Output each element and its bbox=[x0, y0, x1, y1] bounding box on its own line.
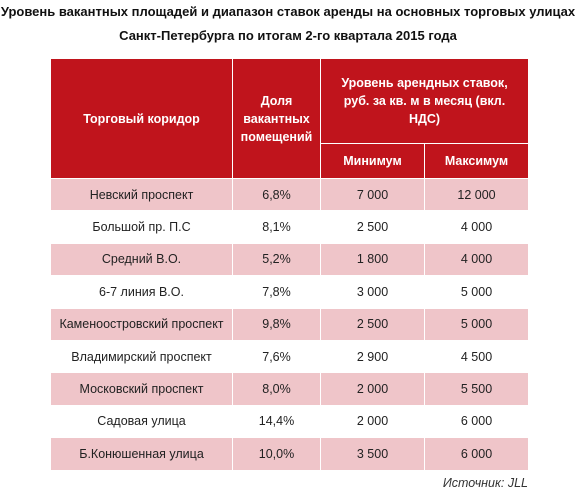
table-cell: 10,0% bbox=[232, 437, 321, 471]
source: Источник: JLL bbox=[442, 476, 528, 490]
header-cell: Минимум bbox=[320, 143, 425, 179]
title-line: Уровень вакантных площадей и диапазон ст… bbox=[0, 4, 576, 19]
table-cell: 8,1% bbox=[232, 210, 321, 244]
table-cell: 7,6% bbox=[232, 339, 321, 374]
table: Торговый коридор Доля вакантных помещени… bbox=[50, 58, 529, 471]
table-row: 6-7 линия В.О. 7,8% 3 000 5 000 bbox=[50, 275, 529, 309]
table-cell: 5 500 bbox=[424, 372, 529, 406]
table-cell: 4 500 bbox=[424, 339, 529, 374]
table-cell: Б.Конюшенная улица bbox=[50, 437, 233, 471]
table-cell: 2 900 bbox=[320, 339, 425, 374]
table-cell: Большой пр. П.С bbox=[50, 210, 233, 244]
table-cell: Садовая улица bbox=[50, 404, 233, 439]
table-body: Невский проспект 6,8% 7 000 12 000 Большой п… bbox=[50, 177, 529, 471]
table-cell: 14,4% bbox=[232, 404, 321, 439]
table-cell: 4 000 bbox=[424, 210, 529, 244]
table-cell: 2 500 bbox=[320, 210, 425, 244]
header-cell: Торговый коридор bbox=[50, 58, 233, 179]
table-row: Большой пр. П.С 8,1% 2 500 4 000 bbox=[50, 210, 529, 244]
table-cell: 6 000 bbox=[424, 437, 529, 471]
table-row: Невский проспект 6,8% 7 000 12 000 bbox=[50, 177, 529, 212]
table-cell: 6 000 bbox=[424, 404, 529, 439]
table-cell: 2 000 bbox=[320, 404, 425, 439]
header-cell: Максимум bbox=[424, 143, 529, 179]
table-row: Б.Конюшенная улица 10,0% 3 500 6 000 bbox=[50, 437, 529, 471]
table-cell: 7,8% bbox=[232, 275, 321, 309]
table-cell: Московский проспект bbox=[50, 372, 233, 406]
title-line: Санкт-Петербурга по итогам 2-го квартала… bbox=[119, 28, 457, 43]
table-cell: 3 000 bbox=[320, 275, 425, 309]
table-row: Каменоостровский проспект 9,8% 2 500 5 000 bbox=[50, 307, 529, 341]
table-row: Московский проспект 8,0% 2 000 5 500 bbox=[50, 372, 529, 406]
header-cell: Уровень арендных ставок, руб. за кв. м в… bbox=[320, 58, 529, 144]
header-cell: Доля вакантных помещений bbox=[232, 58, 321, 179]
table-cell: 2 500 bbox=[320, 307, 425, 341]
table-cell: 1 800 bbox=[320, 242, 425, 277]
table-cell: 5 000 bbox=[424, 307, 529, 341]
table-row: Садовая улица 14,4% 2 000 6 000 bbox=[50, 404, 529, 439]
table-cell: Средний В.О. bbox=[50, 242, 233, 277]
table-cell: 8,0% bbox=[232, 372, 321, 406]
table-cell: 9,8% bbox=[232, 307, 321, 341]
table-row: Средний В.О. 5,2% 1 800 4 000 bbox=[50, 242, 529, 277]
table-cell: 2 000 bbox=[320, 372, 425, 406]
table-cell: 6-7 линия В.О. bbox=[50, 275, 233, 309]
table-cell: Каменоостровский проспект bbox=[50, 307, 233, 341]
table-cell: Невский проспект bbox=[50, 177, 233, 212]
table-cell: Владимирский проспект bbox=[50, 339, 233, 374]
table-cell: 6,8% bbox=[232, 177, 321, 212]
table-cell: 5 000 bbox=[424, 275, 529, 309]
table-cell: 5,2% bbox=[232, 242, 321, 277]
table-row: Владимирский проспект 7,6% 2 900 4 500 bbox=[50, 339, 529, 374]
table-cell: 12 000 bbox=[424, 177, 529, 212]
table-cell: 4 000 bbox=[424, 242, 529, 277]
table-cell: 7 000 bbox=[320, 177, 425, 212]
table-cell: 3 500 bbox=[320, 437, 425, 471]
